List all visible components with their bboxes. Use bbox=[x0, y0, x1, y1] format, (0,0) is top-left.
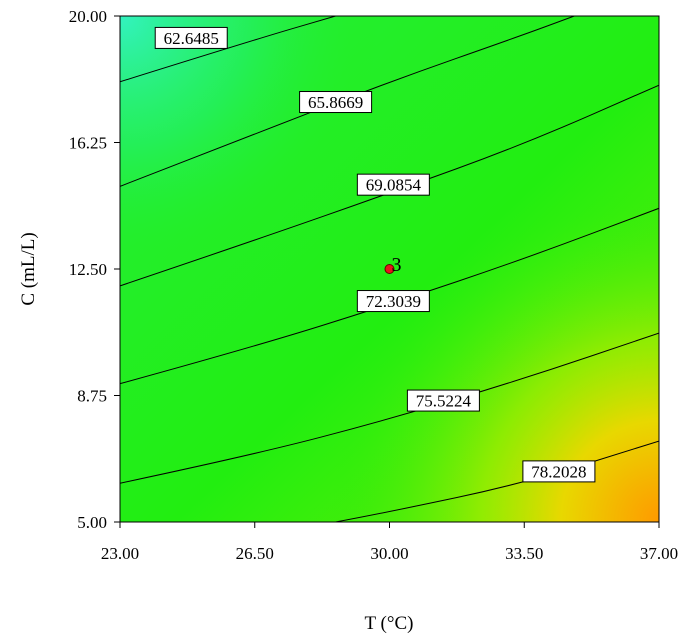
contour-label-box-3 bbox=[356, 173, 430, 196]
y-axis-title: C (mL/L) bbox=[18, 232, 39, 305]
contour-line-5 bbox=[120, 332, 659, 484]
contour-label-2: 65.8669 bbox=[308, 93, 363, 112]
x-tick-label-4: 33.50 bbox=[505, 544, 543, 563]
contour-line-2 bbox=[120, 16, 575, 187]
y-tick-label-1: 5.00 bbox=[77, 513, 107, 532]
contour-label-3: 69.0854 bbox=[366, 176, 422, 195]
x-tick-label-2: 26.50 bbox=[236, 544, 274, 563]
center-point-count: 3 bbox=[392, 254, 402, 276]
contour-label-box-2 bbox=[299, 91, 373, 114]
y-tick-label-4: 16.25 bbox=[69, 134, 107, 153]
y-tick-label-3: 12.50 bbox=[69, 260, 107, 279]
y-tick-label-5: 20.00 bbox=[69, 7, 107, 26]
contour-label-box-4 bbox=[356, 290, 430, 313]
contour-label-4: 72.3039 bbox=[366, 292, 421, 311]
contour-label-6: 78.2028 bbox=[531, 462, 586, 481]
contour-label-box-6 bbox=[522, 460, 596, 483]
center-point-marker bbox=[384, 264, 395, 274]
x-tick-label-1: 23.00 bbox=[101, 544, 139, 563]
axis-ticks: 23.00 26.50 30.00 33.50 37.00 5.00 8.75 12.50 16… bbox=[69, 7, 678, 563]
contour-label-box-1 bbox=[154, 26, 228, 49]
y-tick-label-2: 8.75 bbox=[77, 387, 107, 406]
contour-label-5: 75.5224 bbox=[416, 392, 472, 411]
contour-label-1: 62.6485 bbox=[164, 29, 219, 48]
contour-labels: 62.6485 65.8669 69.0854 72.3039 75.5224 78.20… bbox=[154, 26, 596, 483]
x-tick-label-5: 37.00 bbox=[640, 544, 678, 563]
design-center-point: 3 bbox=[384, 254, 402, 276]
x-tick-label-3: 30.00 bbox=[370, 544, 408, 563]
x-axis-title: T (°C) bbox=[365, 613, 414, 634]
contour-line-1 bbox=[120, 16, 336, 83]
contour-label-box-5 bbox=[406, 389, 480, 412]
